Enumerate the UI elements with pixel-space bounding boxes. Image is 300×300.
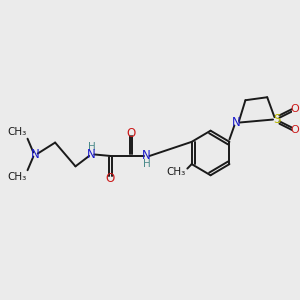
Text: N: N xyxy=(30,148,39,161)
Text: S: S xyxy=(273,113,280,126)
Text: CH₃: CH₃ xyxy=(8,127,27,136)
Text: N: N xyxy=(232,116,241,129)
Text: O: O xyxy=(290,104,299,114)
Text: N: N xyxy=(87,148,96,161)
Text: O: O xyxy=(126,127,135,140)
Text: H: H xyxy=(143,159,151,169)
Text: CH₃: CH₃ xyxy=(8,172,27,182)
Text: H: H xyxy=(88,142,95,152)
Text: CH₃: CH₃ xyxy=(166,167,185,176)
Text: O: O xyxy=(290,125,299,135)
Text: O: O xyxy=(106,172,115,185)
Text: N: N xyxy=(142,149,151,162)
